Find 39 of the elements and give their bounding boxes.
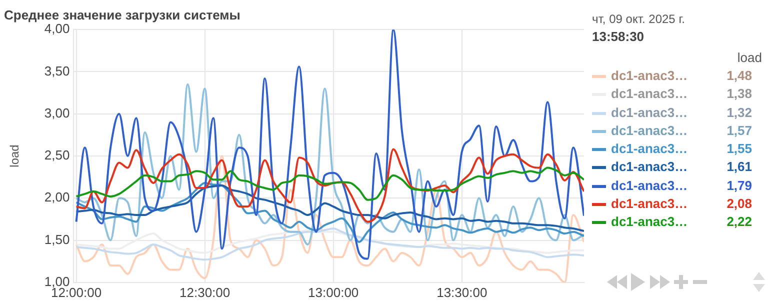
text: 1,32 bbox=[726, 104, 752, 120]
text: чт, 09 окт. 2025 г. bbox=[592, 12, 686, 26]
legend-label: dc1-anac3… bbox=[611, 159, 688, 174]
legend-label: dc1-anac3… bbox=[611, 122, 688, 138]
legend-label: dc1-anac3… bbox=[611, 141, 688, 156]
text: 1,38 bbox=[726, 86, 752, 102]
text: 2,22 bbox=[726, 214, 752, 230]
x-tick-label: 13:30:00 bbox=[436, 284, 488, 300]
line-series bbox=[75, 184, 584, 232]
line-series bbox=[75, 166, 584, 201]
text: 1,57 bbox=[726, 122, 752, 138]
y-tick-label: 1,50 bbox=[44, 232, 70, 247]
legend-label: dc1-anac3… bbox=[611, 104, 688, 120]
x-tick-label: 13:00:00 bbox=[308, 284, 359, 300]
y-tick-label: 2,50 bbox=[44, 148, 70, 163]
text: 1,48 bbox=[726, 68, 752, 83]
legend-label: dc1-anac3… bbox=[611, 214, 688, 230]
legend-label: dc1-anac3… bbox=[611, 68, 688, 83]
text: 1,79 bbox=[726, 178, 752, 193]
text: 13:58:30 bbox=[592, 29, 646, 44]
y-tick-label: 3,00 bbox=[44, 105, 70, 120]
line-series bbox=[75, 182, 584, 243]
legend-title: load bbox=[736, 50, 762, 67]
y-axis-title: load bbox=[8, 144, 22, 168]
line-series bbox=[75, 227, 584, 261]
line-series bbox=[75, 148, 584, 223]
line-series bbox=[75, 155, 584, 282]
legend-label: dc1-anac3… bbox=[611, 196, 688, 212]
legend-label: dc1-anac3… bbox=[611, 178, 688, 193]
text: 2,08 bbox=[726, 196, 752, 212]
text: 1,61 bbox=[726, 159, 752, 174]
text: 1,55 bbox=[726, 141, 752, 156]
chart-title: Среднее значение загрузки системы bbox=[4, 7, 240, 22]
x-tick-label: 12:30:00 bbox=[180, 284, 230, 300]
line-series bbox=[75, 83, 584, 246]
y-tick-label: 4,00 bbox=[44, 21, 70, 36]
y-tick-label: 3,50 bbox=[44, 63, 70, 78]
legend-label: dc1-anac3… bbox=[611, 86, 688, 102]
y-tick-label: 2,00 bbox=[44, 190, 70, 205]
